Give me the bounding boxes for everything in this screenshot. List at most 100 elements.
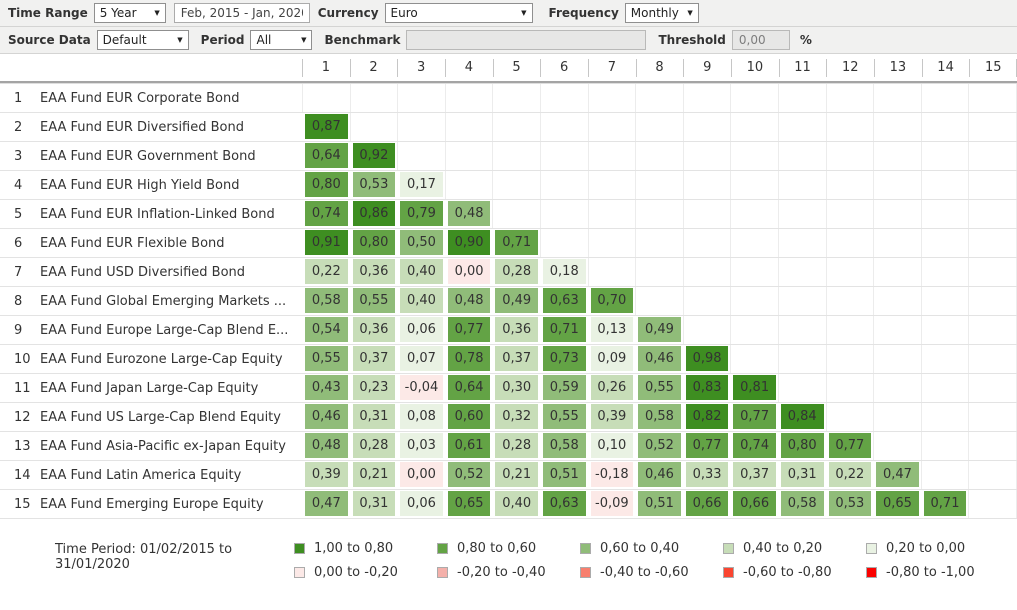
matrix-cell [539, 142, 588, 170]
matrix-cell: 0,77 [730, 403, 778, 431]
matrix-cell [920, 432, 969, 460]
matrix-row: 4 EAA Fund EUR High Yield Bond 0,80 0,53 0,1… [0, 171, 1017, 200]
matrix-cell: 0,52 [635, 432, 683, 460]
matrix-cell [873, 84, 921, 112]
currency-select[interactable]: Euro ▼ [384, 3, 533, 23]
matrix-cell [635, 287, 683, 315]
row-label: 4 EAA Fund EUR High Yield Bond [0, 171, 302, 199]
matrix-cell [682, 287, 731, 315]
correlation-value: 0,80 [305, 172, 348, 197]
matrix-cell: -0,09 [588, 490, 636, 518]
matrix-cell: 0,64 [445, 374, 493, 402]
correlation-value: 0,80 [780, 433, 824, 458]
matrix-cell: 0,80 [350, 229, 398, 257]
matrix-cell: 0,37 [730, 461, 778, 489]
matrix-cell: 0,66 [683, 490, 731, 518]
currency-label: Currency [317, 6, 379, 20]
matrix-cell: 0,03 [397, 432, 445, 460]
matrix-cell: 0,82 [683, 403, 731, 431]
matrix-cell: 0,13 [588, 316, 636, 344]
column-header: 8 [635, 54, 684, 81]
correlation-value: 0,22 [828, 462, 872, 487]
matrix-cell [968, 374, 1017, 402]
fund-name: EAA Fund EUR Inflation-Linked Bond [40, 206, 275, 222]
matrix-cell [397, 142, 445, 170]
frequency-select[interactable]: Monthly ▼ [624, 3, 699, 23]
legend-label: -0,80 to -1,00 [886, 565, 975, 580]
correlation-value: 0,71 [495, 230, 538, 255]
correlation-value: 0,60 [447, 404, 491, 429]
matrix-cell: 0,61 [445, 432, 493, 460]
correlation-value: 0,30 [495, 375, 538, 400]
matrix-cell [397, 84, 445, 112]
column-header: 2 [349, 54, 398, 81]
matrix-cell: 0,63 [540, 287, 588, 315]
matrix-cell [635, 200, 683, 228]
matrix-cell: 0,07 [397, 345, 445, 373]
threshold-input[interactable] [731, 30, 790, 50]
period-select[interactable]: All ▼ [250, 30, 313, 50]
matrix-cell [444, 84, 493, 112]
benchmark-input[interactable] [406, 30, 647, 50]
matrix-cell: 0,55 [350, 287, 398, 315]
matrix-cell [349, 113, 398, 141]
matrix-cell [777, 200, 826, 228]
correlation-value: 0,51 [638, 491, 681, 516]
matrix-cell [825, 258, 874, 286]
correlation-value: 0,52 [638, 433, 681, 458]
matrix-cell [968, 461, 1017, 489]
row-label: 7 EAA Fund USD Diversified Bond [0, 258, 302, 286]
matrix-cell: 0,28 [492, 258, 540, 286]
column-header: 9 [683, 54, 731, 81]
correlation-value: 0,28 [495, 259, 538, 284]
correlation-value: 0,49 [638, 317, 681, 342]
matrix-cell: 0,55 [302, 345, 350, 373]
column-header: 15 [969, 54, 1017, 81]
matrix-row: 10 EAA Fund Eurozone Large-Cap Equity 0,55… [0, 345, 1017, 374]
correlation-value: 0,48 [447, 201, 491, 226]
matrix-cell [920, 142, 969, 170]
matrix-cell: 0,08 [397, 403, 445, 431]
matrix-cell: 0,31 [350, 403, 398, 431]
matrix-row: 6 EAA Fund EUR Flexible Bond 0,91 0,80 0,50 0… [0, 229, 1017, 258]
matrix-cell [492, 200, 540, 228]
legend-item: 0,00 to -0,20 [294, 565, 437, 580]
fund-name: EAA Fund EUR Corporate Bond [40, 90, 240, 106]
matrix-cell [825, 142, 874, 170]
correlation-value: 0,03 [400, 433, 443, 458]
legend-swatch-icon [580, 567, 591, 578]
matrix-cell: 0,43 [302, 374, 350, 402]
chevron-down-icon: ▼ [687, 9, 693, 17]
correlation-value: 0,58 [305, 288, 348, 313]
source-data-select[interactable]: Default ▼ [96, 30, 189, 50]
correlation-value: 0,70 [590, 288, 634, 313]
matrix-cell: 0,50 [397, 229, 445, 257]
correlation-value: -0,04 [400, 375, 443, 400]
matrix-cell [492, 171, 540, 199]
row-label: 11 EAA Fund Japan Large-Cap Equity [0, 374, 302, 402]
correlation-value: 0,86 [352, 201, 396, 226]
correlation-value: 0,08 [400, 404, 443, 429]
time-range-select[interactable]: 5 Year ▼ [93, 3, 166, 23]
matrix-cell: 0,39 [302, 461, 350, 489]
matrix-cell [682, 113, 731, 141]
fund-name: EAA Fund EUR Government Bond [40, 148, 256, 164]
correlation-value: 0,31 [352, 404, 396, 429]
matrix-cell [539, 171, 588, 199]
matrix-cell: 0,36 [492, 316, 540, 344]
matrix-cell: 0,51 [635, 490, 683, 518]
correlation-value: 0,09 [590, 346, 634, 371]
matrix-cell: 0,36 [350, 316, 398, 344]
matrix-cell [968, 258, 1017, 286]
correlation-value: 0,77 [828, 433, 872, 458]
matrix-cell: 0,00 [397, 461, 445, 489]
matrix-cell [777, 142, 826, 170]
date-range-input[interactable] [173, 3, 310, 23]
row-number: 2 [14, 119, 23, 135]
row-number: 3 [14, 148, 23, 164]
matrix-cell [920, 171, 969, 199]
threshold-label: Threshold [658, 33, 726, 47]
correlation-value: 0,87 [305, 114, 348, 139]
matrix-cell: 0,63 [540, 490, 588, 518]
matrix-cell: 0,21 [492, 461, 540, 489]
